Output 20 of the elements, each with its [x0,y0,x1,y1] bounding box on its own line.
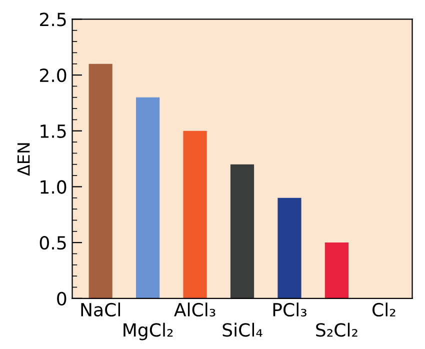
y-tick-label: 1.0 [40,180,66,194]
y-tick-label: 0.5 [40,236,66,250]
y-tick-label: 0 [57,292,66,306]
bar [136,97,160,298]
x-tick-label: S₂Cl₂ [316,322,358,337]
y-tick-label: 2.0 [40,68,66,82]
bar [88,64,112,298]
x-tick-label: SiCl₄ [222,322,262,337]
bar [324,242,348,298]
x-tick-label: Cl₂ [372,302,396,317]
y-tick-label: 2.5 [40,12,66,26]
bar [278,198,302,298]
bar [183,130,207,298]
y-tick-label: 1.5 [40,124,66,138]
x-tick-label: NaCl [81,302,120,317]
bar [230,164,254,298]
x-tick-label: MgCl₂ [124,322,173,340]
y-axis-title: ΔEN [18,143,30,176]
x-tick-label: PCl₃ [273,302,306,317]
x-tick-label: AlCl₃ [174,302,216,317]
